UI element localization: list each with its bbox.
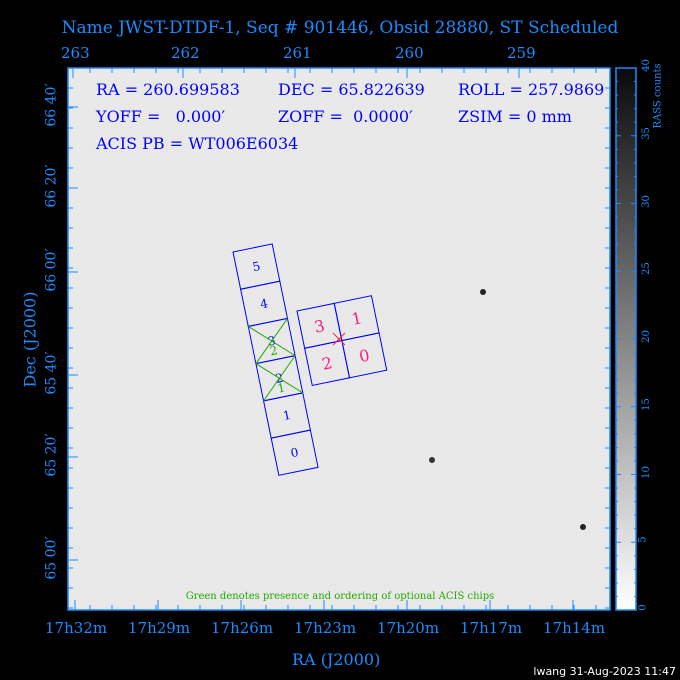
colorbar-label: RASS counts [652, 63, 664, 129]
optional-chips-note: Green denotes presence and ordering of o… [185, 591, 495, 602]
y-axis-label: Dec (J2000) [20, 291, 40, 388]
left-axis-tick-label: 66 00′ [43, 248, 60, 292]
left-axis-tick-label: 66 20′ [43, 164, 60, 208]
bottom-axis-tick-label: 17h29m [128, 619, 191, 637]
top-axis-tick-label: 260 [395, 44, 424, 62]
footer-timestamp: lwang 31-Aug-2023 11:47 [533, 665, 676, 678]
colorbar-tick-label: 0 [637, 604, 649, 611]
plot-frame [67, 67, 611, 611]
optional-chip-order-label: 1 [276, 380, 286, 395]
colorbar-tick-label: 25 [640, 262, 652, 276]
ra-value: RA = 260.699583 [96, 80, 240, 99]
acis-s-chip-label: 1 [282, 408, 292, 423]
top-axis-tick-label: 261 [283, 44, 312, 62]
yoff-value: YOFF = 0.000′ [96, 107, 226, 126]
colorbar-tick-label: 40 [640, 59, 652, 72]
aimpoint-marker [332, 332, 346, 346]
acis-s-chip-label: 5 [251, 259, 261, 274]
acis-i-chip-label: 0 [357, 346, 371, 367]
bottom-axis-tick-label: 17h26m [211, 619, 274, 637]
acis-i-chip-label: 3 [313, 316, 327, 337]
colorbar-tick-label: 20 [640, 330, 652, 343]
zsim-value: ZSIM = 0 mm [458, 107, 572, 126]
left-axis-tick-label: 65 00′ [43, 536, 60, 580]
acis-i-chip-label: 2 [320, 353, 334, 374]
acis-i-chip-label: 1 [350, 308, 364, 329]
top-axis-tick-label: 259 [507, 44, 536, 62]
colorbar-tick-label: 15 [640, 397, 652, 411]
acis-i-chip [341, 332, 388, 379]
zoff-value: ZOFF = 0.0000′ [278, 107, 413, 126]
x-axis-label: RA (J2000) [292, 650, 381, 669]
bottom-axis-tick-label: 17h20m [377, 619, 440, 637]
acis-s-chip-label: 4 [259, 296, 270, 311]
acis-s-chip [270, 429, 319, 476]
bottom-axis-tick-label: 17h32m [45, 619, 108, 637]
star-source [429, 457, 435, 463]
acis-pb-value: ACIS PB = WT006E6034 [96, 134, 299, 153]
acis-s-chip-label: 0 [289, 445, 299, 460]
bottom-axis-tick-label: 17h14m [543, 619, 606, 637]
acis-i-array: 3 1 2 0 [296, 295, 388, 387]
star-source [580, 524, 586, 530]
top-axis-tick-label: 263 [61, 44, 90, 62]
colorbar-tick-label: 30 [640, 194, 652, 208]
optional-chip-order-label: 2 [269, 343, 279, 358]
left-axis-tick-label: 65 40′ [43, 351, 60, 395]
left-axis-tick-label: 66 40′ [43, 83, 60, 127]
optional-chip-marker [248, 318, 296, 364]
colorbar-tick-label: 35 [640, 126, 652, 140]
colorbar-tick-label: 5 [637, 536, 649, 543]
top-axis-tick-label: 262 [171, 44, 200, 62]
bottom-axis-tick-label: 17h17m [460, 619, 523, 637]
dec-value: DEC = 65.822639 [278, 80, 425, 99]
colorbar-tick-label: 10 [640, 465, 652, 479]
roll-value: ROLL = 257.9869 [458, 80, 605, 99]
page-title: Name JWST-DTDF-1, Seq # 901446, Obsid 28… [61, 18, 619, 38]
left-axis-tick-label: 65 20′ [43, 433, 60, 477]
star-source [480, 289, 486, 295]
bottom-axis-tick-label: 17h23m [294, 619, 357, 637]
optional-chip-marker [255, 355, 304, 402]
